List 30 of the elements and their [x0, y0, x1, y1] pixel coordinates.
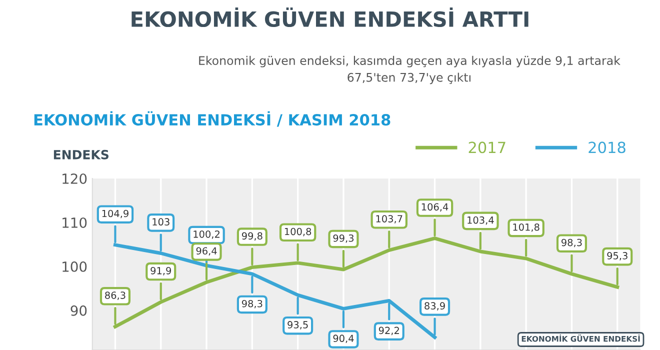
data-label: 96,4	[196, 247, 217, 256]
legend-label: 2017	[468, 142, 506, 154]
data-label: 92,2	[378, 326, 399, 336]
data-label: 103	[152, 218, 170, 226]
data-label: 86,3	[105, 292, 126, 300]
data-label: 98,3	[562, 238, 582, 248]
y-tick-label: 110	[62, 217, 87, 228]
text: EKONOMİK GÜVEN ENDEKSİ / KASIM 2018	[34, 111, 390, 127]
data-label: 106,4	[422, 203, 448, 212]
y-axis-title: ENDEKS	[54, 150, 108, 160]
data-label: 103,7	[376, 215, 402, 224]
legend-label: 2018	[588, 142, 626, 154]
y-tick-label: 120	[62, 173, 87, 184]
data-label: 95,3	[607, 252, 628, 260]
data-label: 98,3	[242, 300, 262, 308]
data-label: 99,8	[242, 232, 262, 241]
data-label: 101,8	[513, 223, 540, 232]
data-label: 100,8	[284, 228, 312, 236]
chart-subtitle: Ekonomik güven endeksi, kasımda geçen aya kıyasla yüzde 9,1 artarak 67,5'ten 73,7'ye çıktı	[199, 56, 620, 84]
y-tick-label: 100	[62, 261, 87, 272]
data-label: 104,9	[102, 210, 128, 218]
y-tick-label: 90	[70, 305, 87, 316]
data-label: 93,5	[288, 321, 308, 330]
data-label: 90,4	[333, 334, 354, 344]
data-label: 99,3	[333, 234, 354, 243]
data-label: 91,9	[150, 266, 172, 276]
chart-title: EKONOMİK GÜVEN ENDEKSİ ARTTI	[132, 7, 528, 28]
data-label: 103,4	[468, 216, 494, 225]
data-label: 100,2	[194, 230, 220, 239]
data-label: 83,9	[424, 302, 445, 311]
